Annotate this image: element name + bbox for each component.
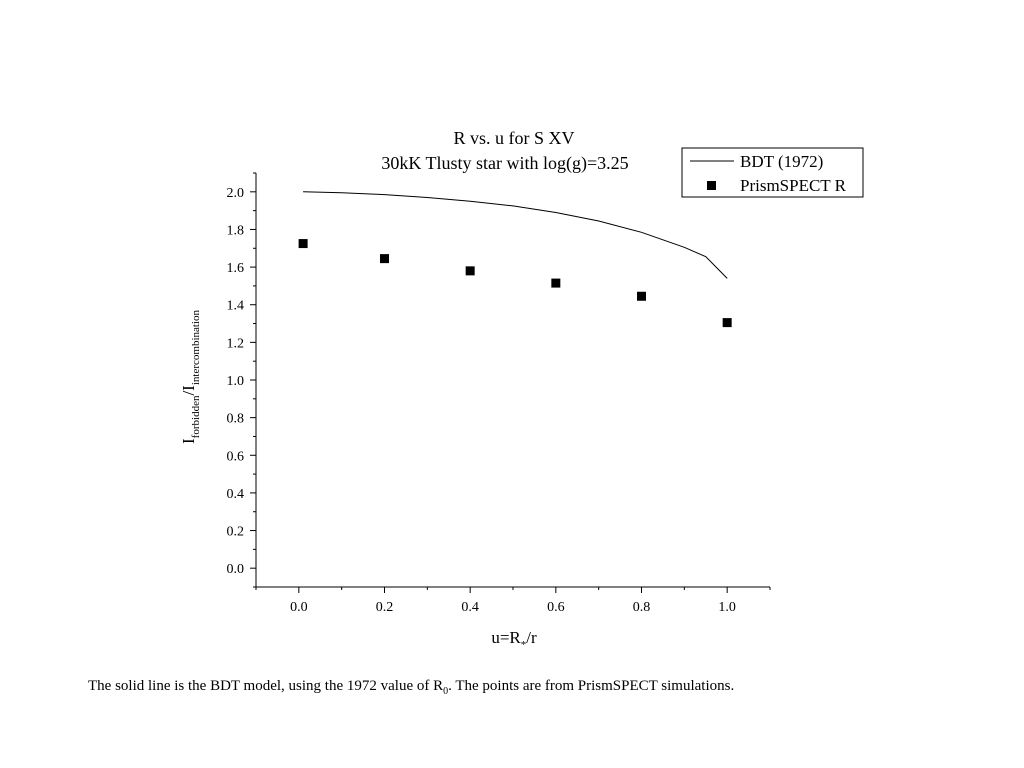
legend-square-swatch: [707, 181, 716, 190]
y-tick-label: 1.6: [227, 261, 245, 276]
chart: R vs. u for S XV 30kK Tlusty star with l…: [179, 128, 864, 651]
y-tick-label: 0.0: [227, 562, 245, 577]
x-tick-label: 0.0: [290, 600, 308, 615]
y-tick-label: 0.6: [227, 449, 245, 464]
data-point-prismspect: [298, 239, 308, 249]
y-tick-label: 1.0: [227, 374, 245, 389]
y-tick-label: 2.0: [227, 186, 245, 201]
data-point-prismspect: [551, 278, 561, 288]
series-line-bdt-1972: [303, 191, 728, 279]
y-tick-label: 0.2: [227, 525, 245, 540]
data-point-prismspect: [722, 318, 732, 328]
x-tick-label: 0.6: [547, 600, 565, 615]
plot-area: [298, 191, 732, 328]
y-tick-label: 1.4: [227, 299, 245, 314]
x-tick-label: 1.0: [718, 600, 736, 615]
legend: BDT (1972) PrismSPECT R: [681, 147, 864, 198]
figure-caption: The solid line is the BDT model, using t…: [88, 678, 735, 697]
y-tick-label: 1.8: [227, 223, 245, 238]
chart-subtitle: 30kK Tlusty star with log(g)=3.25: [381, 153, 628, 174]
y-axis-ticks: 0.0 0.2 0.4 0.6 0.8 1.0 1.2 1.4 1.6 1.8 2.0: [227, 172, 256, 588]
legend-label-bdt: BDT (1972): [740, 152, 823, 171]
y-tick-label: 0.8: [227, 412, 245, 427]
x-tick-label: 0.2: [376, 600, 394, 615]
y-tick-label: 1.2: [227, 336, 245, 351]
x-axis-ticks: 0.0 0.2 0.4 0.6 0.8 1.0: [255, 587, 771, 615]
legend-label-prismspect: PrismSPECT R: [740, 176, 847, 195]
data-point-prismspect: [637, 291, 646, 301]
axes: [255, 173, 770, 588]
y-axis-label: Iforbidden/Iintercombination: [179, 310, 202, 444]
x-tick-label: 0.8: [633, 600, 651, 615]
data-point-prismspect: [465, 266, 475, 276]
data-point-prismspect: [380, 254, 389, 264]
chart-title: R vs. u for S XV: [453, 128, 574, 148]
y-tick-label: 0.4: [227, 487, 245, 502]
x-tick-label: 0.4: [461, 600, 479, 615]
x-axis-label: u=R*/r: [491, 628, 537, 651]
